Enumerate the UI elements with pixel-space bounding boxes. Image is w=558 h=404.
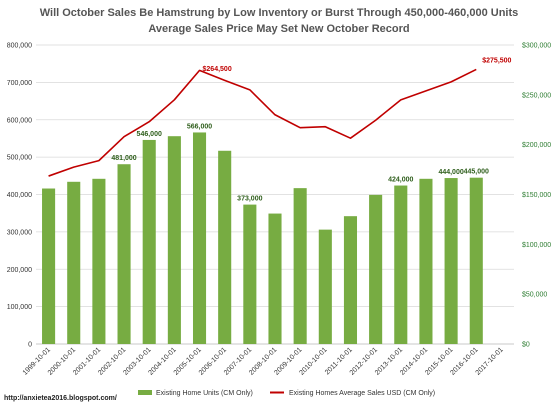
bar bbox=[243, 204, 257, 344]
y-tick-right: $150,000 bbox=[522, 192, 551, 199]
legend-line-label: Existing Homes Average Sales USD (CM Onl… bbox=[289, 390, 435, 397]
legend: Existing Home Units (CM Only) Existing H… bbox=[138, 390, 435, 397]
data-labels: 546,000 566,000 481,000 373,000 424,000 444,0… bbox=[111, 57, 511, 202]
bar bbox=[218, 150, 232, 344]
bar-data-label: 566,000 bbox=[187, 123, 212, 130]
bar-data-label: 445,000 bbox=[464, 169, 489, 176]
bar-data-label: 373,000 bbox=[237, 196, 262, 203]
x-axis: 1999-10-012000-10-012001-10-012002-10-01… bbox=[22, 346, 505, 376]
y-tick-right: $50,000 bbox=[522, 292, 547, 299]
y-axis-left: 0 100,000 200,000 300,000 400,000 500,000 600,… bbox=[7, 43, 32, 349]
y-tick-left: 200,000 bbox=[7, 267, 32, 274]
legend-bar-label: Existing Home Units (CM Only) bbox=[156, 390, 253, 397]
bar bbox=[142, 139, 156, 344]
bar bbox=[394, 185, 408, 344]
y-axis-right: $0 $50,000 $100,000 $150,000 $200,000 $250,00… bbox=[522, 43, 551, 349]
bar bbox=[343, 216, 358, 344]
legend-bar-swatch bbox=[138, 390, 152, 395]
y-tick-right: $250,000 bbox=[522, 92, 551, 99]
line-data-label: $264,500 bbox=[203, 66, 232, 73]
source-link[interactable]: http://anxietea2016.blogspot.com/ bbox=[4, 395, 117, 402]
chart-subtitle: Average Sales Price May Set New October … bbox=[148, 23, 409, 35]
bar-data-label: 546,000 bbox=[137, 131, 162, 138]
bar bbox=[67, 181, 81, 344]
line-series bbox=[48, 68, 477, 177]
y-tick-right: $100,000 bbox=[522, 242, 551, 249]
bar bbox=[469, 177, 483, 344]
y-tick-right: $0 bbox=[522, 342, 530, 349]
bar bbox=[42, 188, 56, 344]
y-tick-left: 700,000 bbox=[7, 80, 32, 87]
gridlines bbox=[36, 44, 514, 345]
bar bbox=[192, 132, 207, 344]
bar bbox=[444, 178, 458, 344]
y-tick-left: 400,000 bbox=[7, 192, 32, 199]
line-data-label: $275,500 bbox=[482, 57, 511, 64]
bar bbox=[419, 178, 433, 344]
bar bbox=[318, 229, 332, 344]
y-tick-left: 600,000 bbox=[7, 117, 32, 124]
series-line bbox=[48, 68, 477, 177]
bar bbox=[293, 188, 307, 344]
bar-data-label: 424,000 bbox=[388, 177, 413, 184]
bar-data-label: 481,000 bbox=[111, 155, 136, 162]
bar bbox=[117, 164, 131, 344]
bar bbox=[92, 178, 106, 344]
y-tick-right: $300,000 bbox=[522, 43, 551, 50]
y-tick-left: 800,000 bbox=[7, 43, 32, 50]
bar-data-label: 444,000 bbox=[438, 169, 463, 176]
y-tick-left: 100,000 bbox=[7, 304, 32, 311]
bar bbox=[167, 136, 181, 344]
bar-series bbox=[42, 132, 483, 344]
y-tick-right: $200,000 bbox=[522, 142, 551, 149]
y-tick-left: 0 bbox=[28, 342, 32, 349]
y-tick-left: 300,000 bbox=[7, 229, 32, 236]
y-tick-left: 500,000 bbox=[7, 155, 32, 162]
bar bbox=[268, 213, 282, 344]
bar bbox=[369, 194, 383, 344]
chart-title: Will October Sales Be Hamstrung by Low I… bbox=[40, 7, 519, 19]
